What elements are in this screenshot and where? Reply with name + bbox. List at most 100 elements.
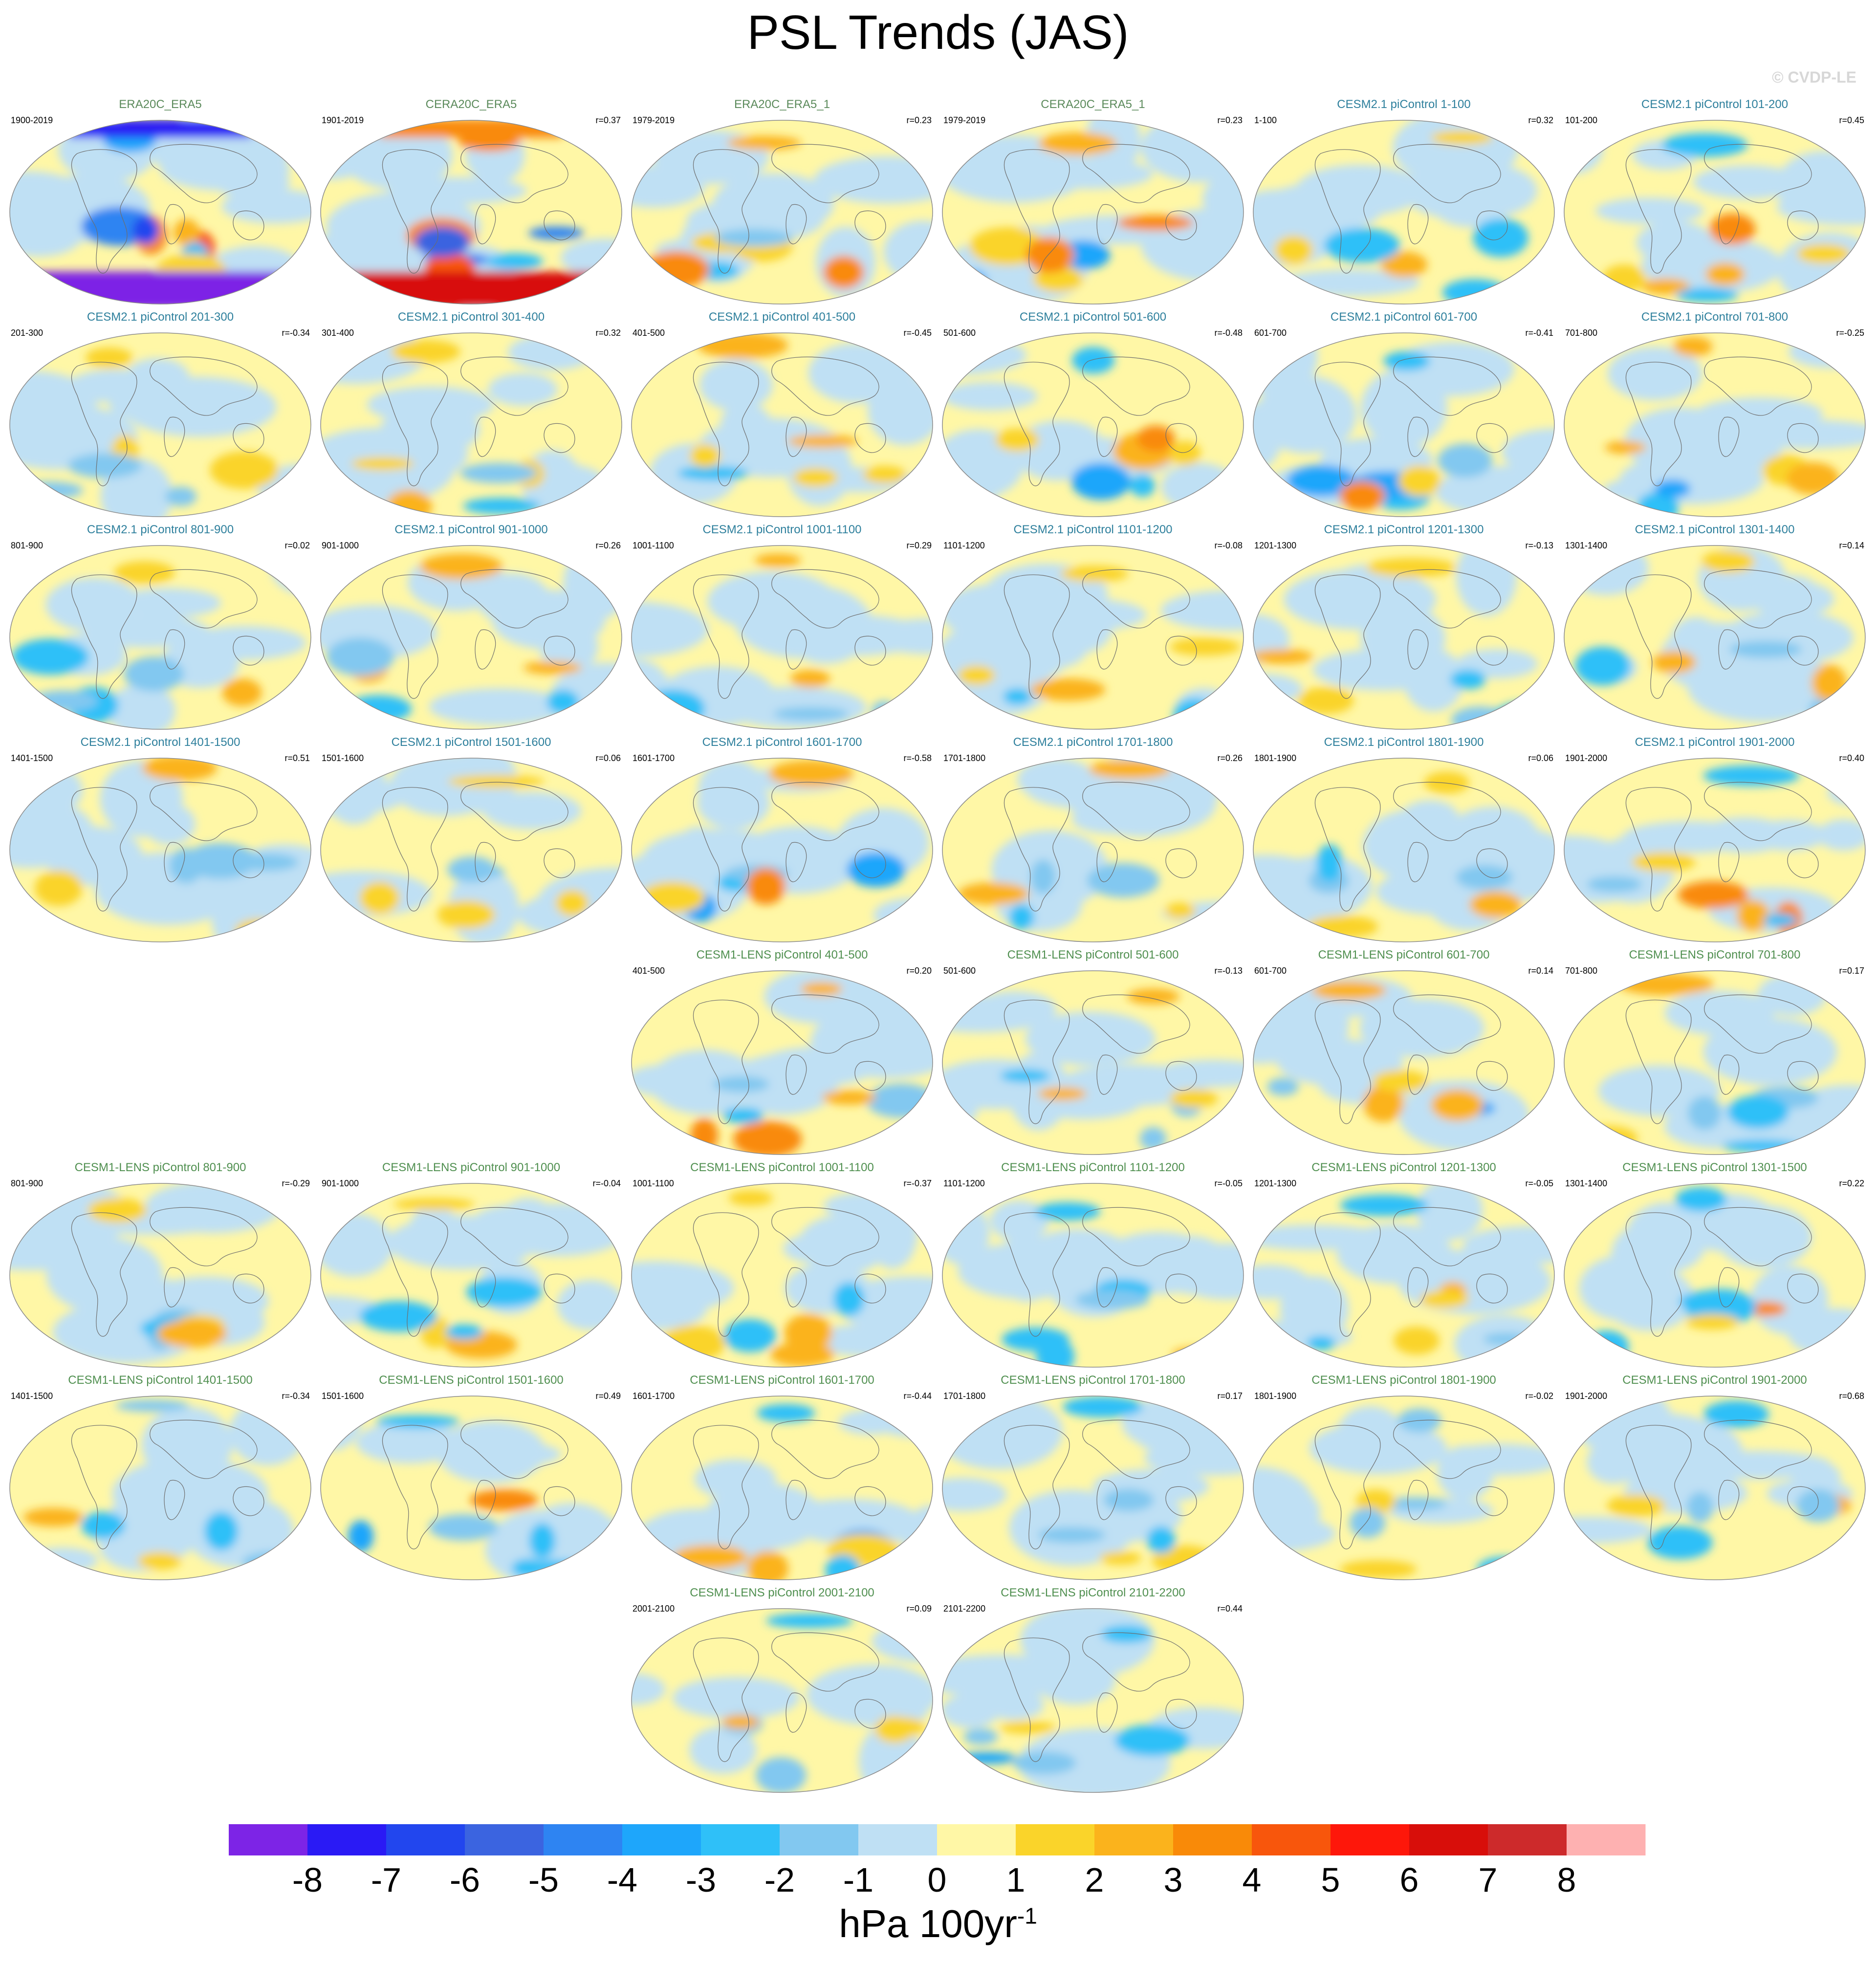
map-outline: [942, 1396, 1244, 1580]
trend-anomaly: [1114, 1724, 1190, 1756]
map-panel: CESM2.1 piControl 801-900 801-900 r=0.02: [5, 523, 316, 733]
panel-period-label: 1401-1500: [11, 1391, 53, 1401]
panel-period-label: 1701-1800: [943, 1391, 986, 1401]
trend-region: [1024, 1078, 1145, 1119]
panel-correlation-label: r=0.26: [595, 541, 621, 550]
trend-anomaly: [1736, 899, 1770, 932]
trend-region: [1687, 651, 1839, 722]
trend-region: [1604, 1266, 1694, 1331]
panel-correlation-label: r=0.32: [595, 328, 621, 338]
coastline: [1625, 1425, 1692, 1549]
trend-map: [942, 332, 1244, 517]
panel-period-label: 401-500: [633, 966, 665, 976]
map-panel: CESM1-LENS piControl 801-900 801-900 r=-0.…: [5, 1161, 316, 1371]
map-outline: [9, 1183, 311, 1368]
panel-title: CESM1-LENS piControl 1801-1900: [1311, 1374, 1496, 1387]
trend-map: [1564, 1183, 1866, 1368]
trend-map: [1253, 332, 1555, 517]
panel-correlation-label: r=-0.13: [1214, 966, 1243, 976]
trend-anomaly: [237, 853, 299, 872]
coastline: [544, 210, 575, 240]
colorbar-swatch: [229, 1824, 308, 1855]
panel-title: CESM2.1 piControl 401-500: [708, 310, 856, 324]
trend-map: [631, 1183, 933, 1368]
trend-region: [10, 171, 93, 232]
map-panel: ERA20C_ERA5_1 1979-2019 r=0.23: [627, 98, 938, 308]
trend-anomaly: [1786, 462, 1839, 495]
coastline: [1476, 1273, 1508, 1304]
coastline: [164, 204, 185, 244]
coastline: [460, 356, 568, 416]
trend-region: [26, 1548, 98, 1573]
map-outline: [320, 332, 622, 517]
copyright-watermark: © CVDP-LE: [1772, 68, 1856, 86]
map-panel: CESM2.1 piControl 501-600 501-600 r=-0.48: [938, 310, 1248, 521]
panel-period-label: 1501-1600: [322, 1391, 364, 1401]
map-outline: [942, 1183, 1244, 1368]
colorbar-tick-label: -8: [292, 1861, 323, 1899]
trend-anomaly: [1703, 765, 1800, 786]
panel-correlation-label: r=0.23: [1217, 115, 1243, 125]
trend-region: [408, 1205, 460, 1258]
trend-region: [1715, 1205, 1812, 1268]
trend-anomaly: [1038, 1087, 1087, 1101]
trend-region: [649, 1049, 761, 1115]
trend-anomaly: [958, 1752, 1017, 1764]
map-outline: [942, 758, 1244, 942]
trend-anomaly: [765, 1614, 853, 1628]
trend-anomaly: [823, 256, 864, 289]
coastline: [233, 423, 264, 453]
trend-anomaly: [132, 216, 159, 244]
coastline: [1718, 629, 1740, 670]
coastline: [1476, 210, 1508, 240]
map-panel: CESM1-LENS piControl 1801-1900 1801-1900 r…: [1248, 1374, 1559, 1584]
panel-correlation-label: r=-0.45: [903, 328, 932, 338]
trend-anomaly: [85, 347, 133, 368]
trend-region: [1777, 189, 1865, 225]
trend-anomaly: [800, 982, 843, 996]
colorbar-swatch: [780, 1824, 859, 1855]
map-outline: [631, 332, 933, 517]
trend-region: [1403, 649, 1463, 712]
coastline: [382, 149, 448, 274]
map-outline: [1253, 332, 1555, 517]
coastline: [1407, 842, 1429, 882]
coastline: [1787, 423, 1819, 453]
trend-anomaly: [715, 229, 793, 247]
map-outline: [1564, 332, 1866, 517]
map-panel: CESM2.1 piControl 1701-1800 1701-1800 r=0.…: [938, 736, 1248, 946]
map-panel: CESM2.1 piControl 1201-1300 1201-1300 r=-0…: [1248, 523, 1559, 733]
panel-title: CESM2.1 piControl 1401-1500: [80, 736, 240, 749]
panel-correlation-label: r=0.06: [595, 753, 621, 763]
trend-region: [764, 971, 875, 1024]
panel-period-label: 501-600: [943, 966, 976, 976]
coastline: [1787, 1486, 1819, 1516]
trend-anomaly: [958, 882, 1029, 905]
panel-period-label: 701-800: [1565, 328, 1598, 338]
colorbar-swatch: [1252, 1824, 1331, 1855]
trend-anomaly: [1675, 1187, 1727, 1212]
panel-title: CESM1-LENS piControl 1501-1600: [379, 1374, 564, 1387]
trend-anomaly: [10, 271, 311, 304]
panel-title: CESM2.1 piControl 1601-1700: [702, 736, 862, 749]
coastline: [1003, 1637, 1070, 1762]
coastline: [233, 1273, 264, 1304]
trend-map: [942, 1608, 1244, 1793]
panel-period-label: 1501-1600: [322, 753, 364, 763]
coastline: [475, 1480, 496, 1520]
trend-region: [367, 386, 494, 423]
trend-anomaly: [833, 1282, 865, 1316]
colorbar-units: hPa 100yr-1: [839, 1902, 1037, 1945]
map-outline: [1253, 120, 1555, 305]
colorbar-tick-label: -7: [371, 1861, 401, 1899]
panel-period-label: 1901-2000: [1565, 753, 1608, 763]
map-outline: [631, 758, 933, 942]
coastline: [771, 1207, 879, 1266]
trend-region: [1363, 809, 1466, 880]
panel-period-label: 501-600: [943, 328, 976, 338]
trend-anomaly: [345, 695, 412, 722]
trend-anomaly: [1703, 1400, 1769, 1428]
trend-region: [1446, 807, 1539, 866]
coastline: [1718, 204, 1740, 244]
coastline: [382, 787, 448, 912]
